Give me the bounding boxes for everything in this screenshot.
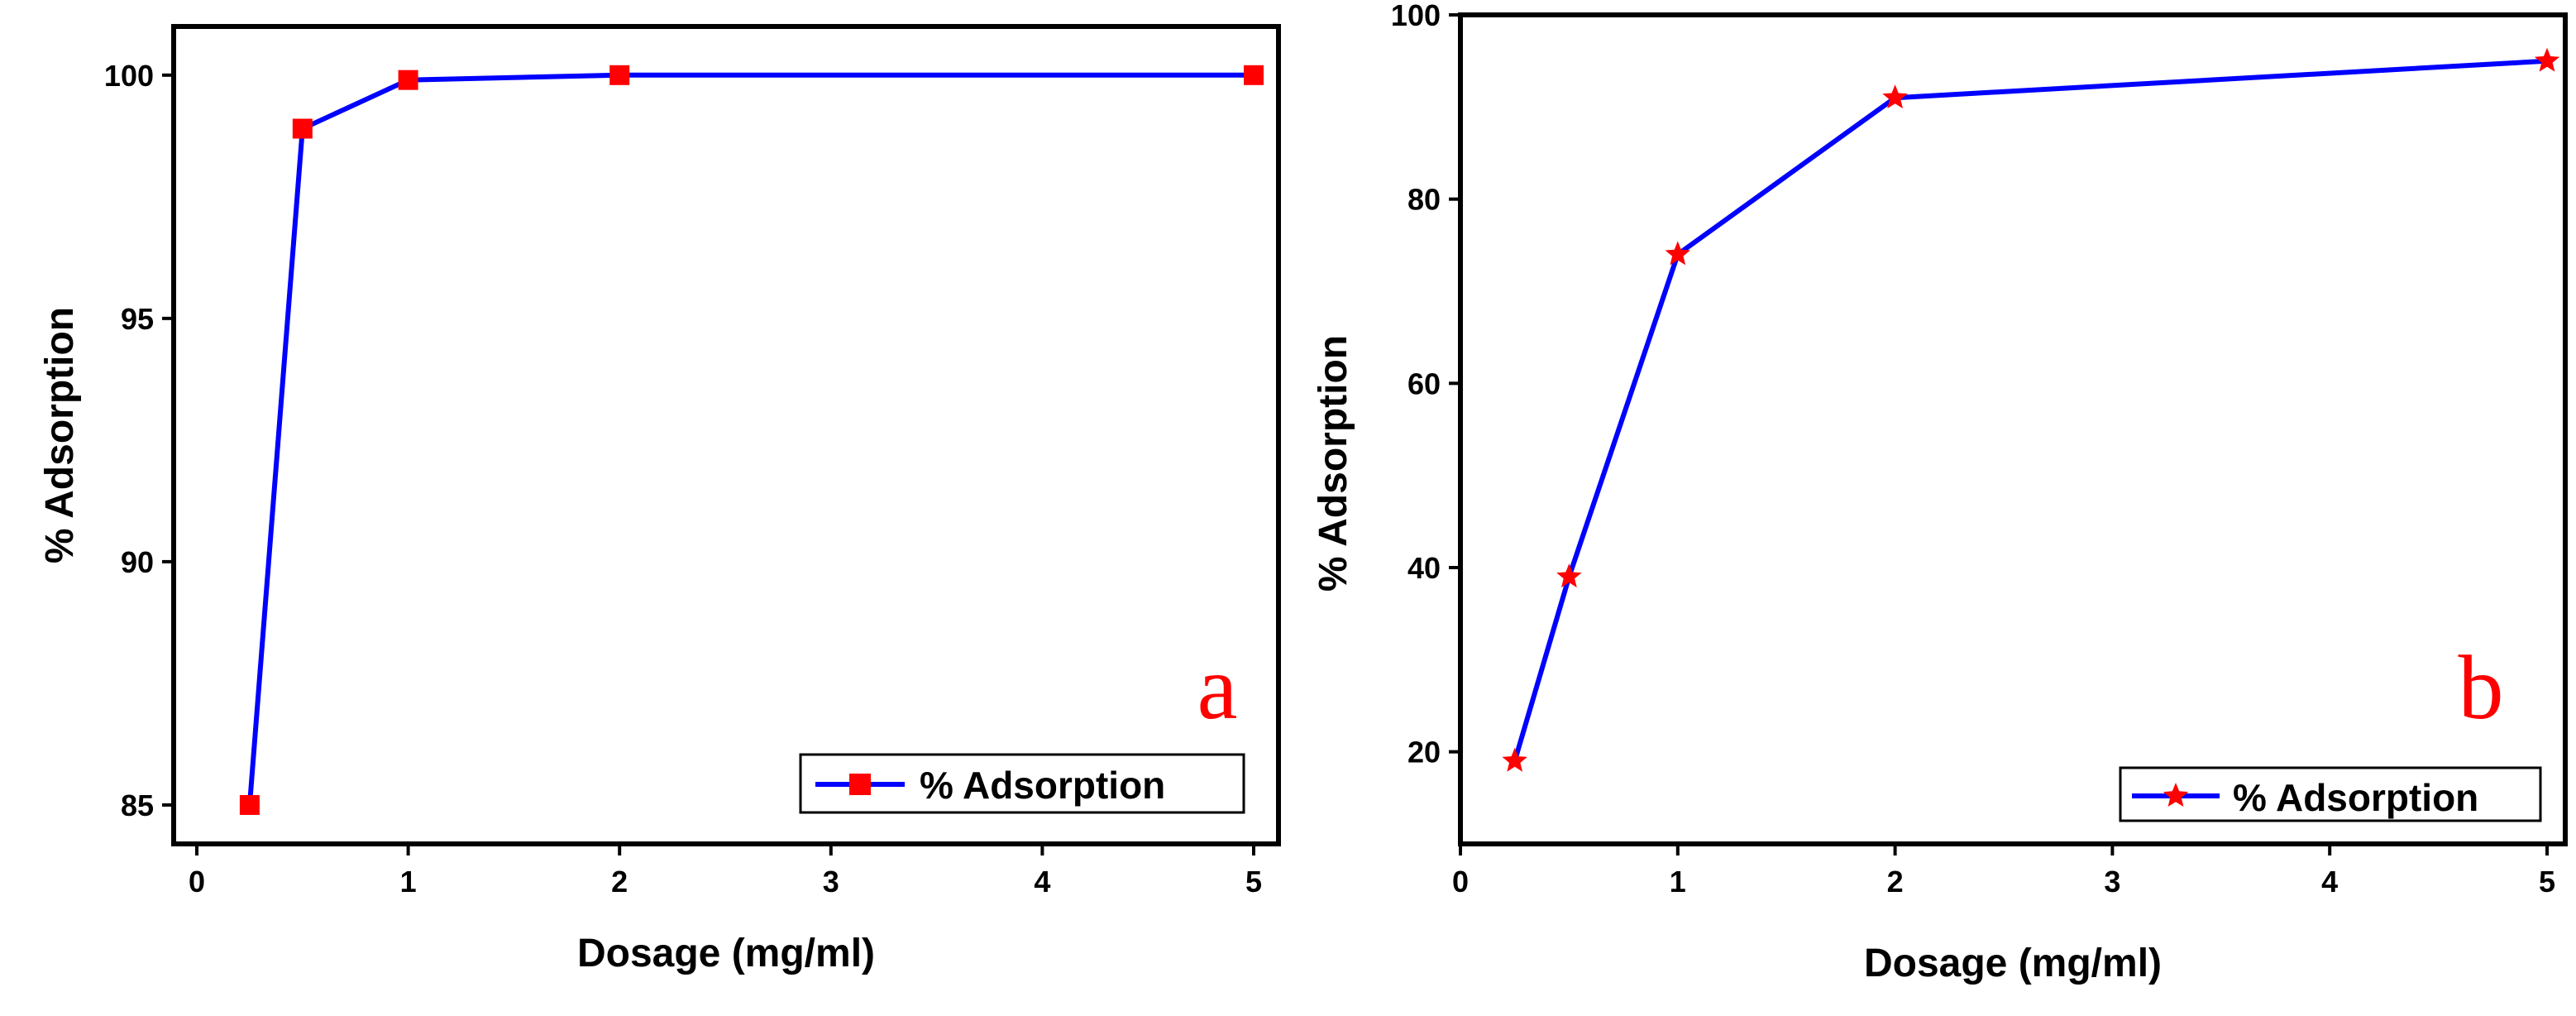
x-tick-label: 0 — [189, 865, 205, 899]
x-tick-label: 0 — [1452, 865, 1469, 899]
x-tick-label: 1 — [400, 865, 417, 899]
data-point — [1244, 65, 1264, 85]
y-tick-label: 90 — [121, 545, 154, 579]
data-point — [1665, 241, 1690, 266]
x-tick-label: 5 — [2539, 865, 2555, 899]
legend: % Adsorption — [799, 753, 1245, 814]
x-tick-label: 3 — [2104, 865, 2120, 899]
plot-frame — [171, 24, 1281, 846]
data-point — [1556, 563, 1582, 588]
x-tick-label: 1 — [1670, 865, 1686, 899]
series-line — [246, 72, 1254, 806]
data-point — [239, 794, 260, 815]
y-axis-label: % Adsorption — [1312, 335, 1355, 592]
x-axis-label: Dosage (mg/ml) — [1864, 942, 2162, 985]
series-line — [1512, 58, 2548, 762]
legend-marker-square-icon — [849, 774, 871, 795]
y-tick-label: 40 — [1407, 551, 1441, 585]
y-tick-label: 100 — [104, 59, 154, 93]
data-point — [609, 65, 630, 85]
legend-label: % Adsorption — [920, 764, 1165, 807]
y-tick-label: 85 — [121, 788, 154, 822]
chart-panel-a: Dosage (mg/ml) % Adsorption a % Adsorpti… — [38, 24, 1281, 975]
y-tick-label: 80 — [1407, 183, 1441, 217]
panel-letter: b — [2459, 637, 2504, 738]
y-axis-label: % Adsorption — [38, 307, 82, 563]
data-point — [2534, 47, 2560, 72]
x-tick-label: 4 — [2321, 865, 2338, 899]
x-tick-label: 4 — [1034, 865, 1050, 899]
y-tick-label: 20 — [1407, 736, 1441, 769]
legend-label: % Adsorption — [2233, 776, 2478, 819]
data-point — [1882, 84, 1908, 109]
x-axis-label: Dosage (mg/ml) — [577, 932, 875, 975]
panel-letter: a — [1197, 637, 1238, 738]
x-tick-label: 2 — [1887, 865, 1904, 899]
x-tick-label: 2 — [611, 865, 628, 899]
data-point — [292, 118, 313, 139]
y-tick-label: 95 — [121, 302, 154, 336]
data-point — [1502, 747, 1527, 772]
legend: % Adsorption — [2119, 766, 2542, 822]
x-tick-label: 3 — [823, 865, 839, 899]
legend-marker-star-icon — [2163, 783, 2189, 807]
data-point — [398, 69, 418, 90]
chart-panel-b: Dosage (mg/ml) % Adsorption b % Adsorpti… — [1312, 0, 2568, 985]
y-tick-label: 60 — [1407, 367, 1441, 400]
x-tick-label: 5 — [1245, 865, 1262, 899]
y-tick-label: 100 — [1391, 0, 1441, 32]
plot-frame — [1458, 12, 2568, 846]
